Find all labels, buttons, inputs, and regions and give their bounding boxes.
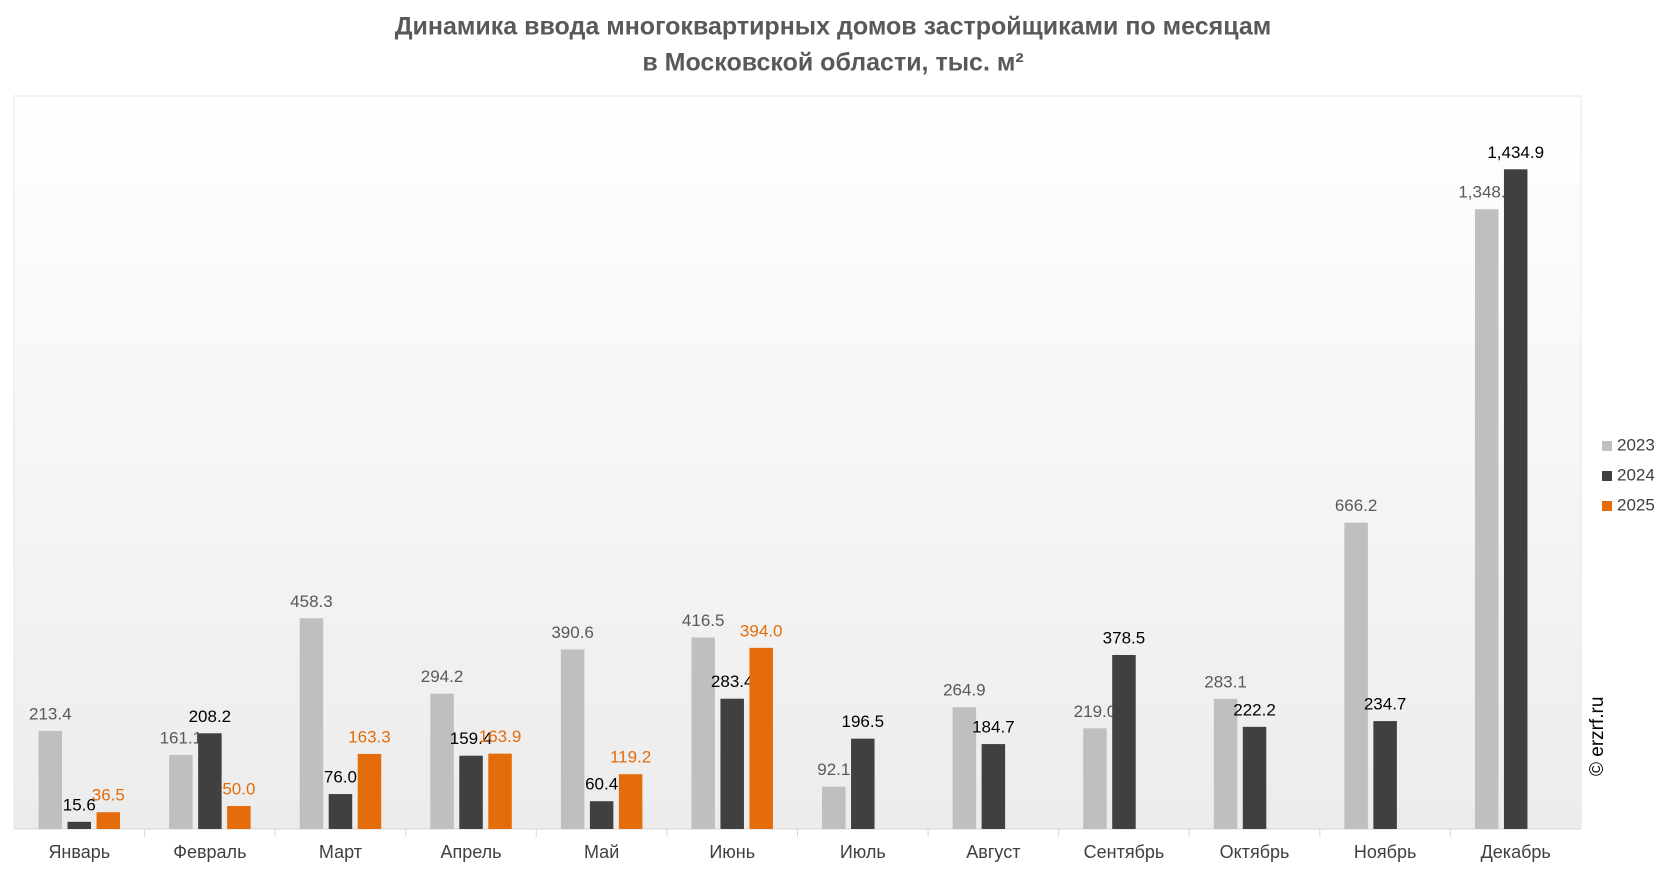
value-label: 163.3 [348, 727, 391, 746]
value-label: 264.9 [943, 681, 986, 700]
value-label: 36.5 [92, 786, 125, 805]
x-tick-label: Май [584, 842, 619, 862]
bar [1474, 209, 1499, 829]
x-tick-label: Март [319, 842, 362, 862]
legend-swatch [1602, 471, 1612, 481]
value-label: 458.3 [290, 592, 333, 611]
bar [488, 753, 512, 829]
value-label: 1,434.9 [1487, 143, 1544, 162]
value-label: 92.1 [817, 760, 850, 779]
value-label: 283.1 [1204, 672, 1247, 691]
value-label: 219.0 [1074, 702, 1117, 721]
value-label: 161.1 [160, 728, 203, 747]
x-tick-label: Июнь [709, 842, 755, 862]
bar [430, 693, 454, 829]
plot-area [13, 95, 1582, 830]
value-label: 394.0 [740, 621, 783, 640]
value-label: 119.2 [610, 748, 651, 767]
value-label: 390.6 [551, 623, 594, 642]
bar [1112, 654, 1136, 829]
bar [38, 730, 63, 829]
legend-label: 2024 [1617, 465, 1655, 484]
value-label: 378.5 [1103, 628, 1146, 647]
x-tick-label: Январь [48, 842, 110, 862]
x-tick-label: Август [966, 842, 1020, 862]
bar [1242, 726, 1267, 829]
bar [851, 738, 875, 829]
bar [822, 786, 846, 829]
x-tick-label: Октябрь [1220, 842, 1290, 862]
bar [691, 637, 715, 829]
value-label: 15.6 [63, 795, 96, 814]
value-label: 416.5 [682, 611, 725, 630]
value-label: 76.0 [324, 768, 357, 787]
value-label: 1,348.1 [1458, 183, 1515, 202]
bar [198, 733, 222, 829]
bar [560, 649, 585, 829]
x-tick-label: Июль [840, 842, 886, 862]
legend-label: 2025 [1617, 495, 1655, 514]
value-label: 60.4 [585, 775, 618, 794]
bar [1344, 522, 1368, 829]
bar [227, 806, 251, 829]
bar [589, 801, 614, 829]
bar [720, 698, 744, 829]
bar [952, 707, 977, 829]
x-tick-label: Ноябрь [1354, 842, 1416, 862]
bar [1373, 721, 1397, 829]
bar [357, 753, 382, 829]
value-label: 50.0 [222, 779, 255, 798]
legend-label: 2023 [1617, 435, 1655, 454]
value-label: 666.2 [1335, 496, 1378, 515]
value-label: 184.7 [972, 718, 1015, 737]
chart-title: Динамика ввода многоквартирных домов зас… [395, 13, 1272, 41]
value-label: 159.4 [450, 729, 493, 748]
watermark: © erzrf.ru [1587, 697, 1608, 776]
value-label: 283.4 [711, 672, 754, 691]
value-label: 222.2 [1233, 700, 1276, 719]
bar [981, 744, 1006, 829]
x-tick-label: Декабрь [1481, 842, 1551, 862]
bar [1213, 698, 1238, 829]
bar [618, 774, 643, 829]
value-label: 196.5 [842, 712, 885, 731]
value-label: 163.9 [479, 727, 522, 746]
bar [749, 647, 773, 829]
value-label: 234.7 [1364, 695, 1407, 714]
value-label: 213.4 [29, 704, 72, 723]
bar [96, 812, 121, 829]
bar [169, 754, 193, 829]
bar [1083, 728, 1107, 829]
bar [299, 618, 324, 829]
x-tick-label: Сентябрь [1084, 842, 1165, 862]
legend-swatch [1602, 501, 1612, 511]
x-tick-label: Февраль [173, 842, 246, 862]
value-label: 294.2 [421, 667, 464, 686]
x-tick-label: Апрель [441, 842, 502, 862]
value-label: 208.2 [189, 707, 232, 726]
bar [67, 821, 92, 829]
bar [459, 755, 483, 829]
bar [328, 794, 353, 829]
bar [1503, 169, 1528, 830]
chart-subtitle: в Московской области, тыс. м² [642, 49, 1023, 77]
legend-swatch [1602, 441, 1612, 451]
